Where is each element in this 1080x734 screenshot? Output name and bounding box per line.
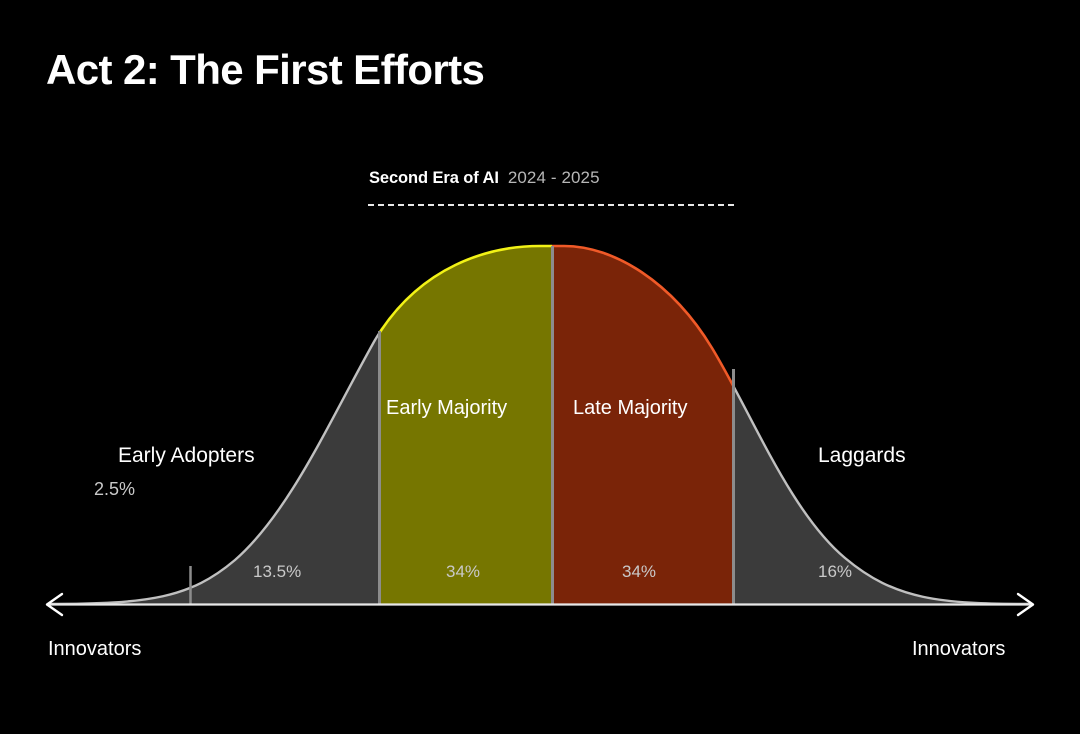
page-title: Act 2: The First Efforts: [46, 46, 485, 93]
percent-label-early-majority: 34%: [446, 562, 481, 581]
segment-label-early-adopters: Early Adopters: [118, 444, 255, 467]
era-label: Second Era of AI: [369, 169, 499, 187]
era-date-range: 2024 - 2025: [507, 168, 600, 187]
percent-label-late-majority: 34%: [622, 562, 657, 581]
axis-arrow-right-icon: [1016, 592, 1035, 617]
axis-arrow-left-icon: [45, 592, 64, 617]
axis-label-left: Innovators: [48, 638, 142, 660]
percent-label-laggards: 16%: [818, 562, 853, 581]
segment-label-early-majority: Early Majority: [386, 397, 508, 419]
percent-label-innovators: 2.5%: [94, 479, 136, 499]
era-annotation: Second Era of AI 2024 - 2025: [369, 168, 600, 188]
axis-label-right: Innovators: [912, 638, 1006, 660]
era-span-dashed-line: [368, 204, 734, 206]
segment-label-late-majority: Late Majority: [573, 397, 688, 419]
curve-segment-early-majority: [379, 246, 552, 604]
segment-label-laggards: Laggards: [818, 444, 906, 467]
percent-label-early-adopters: 13.5%: [253, 562, 302, 581]
